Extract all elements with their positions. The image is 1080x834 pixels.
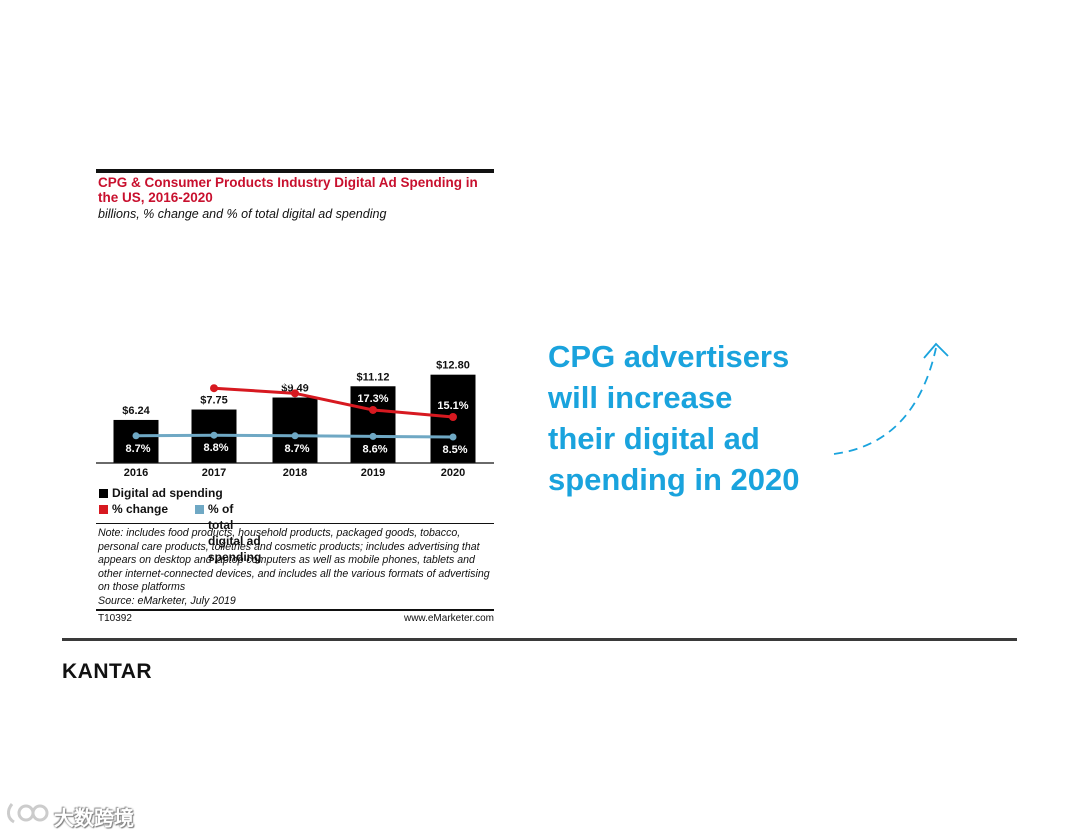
note-text: Note: includes food products, household …: [98, 527, 490, 594]
share-point-2020: [449, 433, 457, 441]
divider: [96, 523, 494, 524]
headline-line-2: will increase: [548, 380, 733, 415]
watermark-text: 大数跨境: [54, 808, 134, 830]
bar-label-2017: $7.75: [200, 395, 228, 407]
bar-2018: [272, 397, 318, 463]
headline: CPG advertisers will increase their digi…: [548, 336, 868, 500]
legend-item-spending: Digital ad spending: [98, 485, 494, 501]
source-url: www.eMarketer.com: [403, 613, 494, 624]
chart-id: T10392: [98, 613, 132, 624]
bar-label-2019: $11.12: [356, 371, 389, 383]
share-label-2019: 8.6%: [362, 443, 387, 455]
share-label-2016: 8.7%: [125, 443, 150, 455]
share-point-2019: [369, 432, 377, 440]
legend-item-change: % change: [98, 501, 494, 517]
change-label-2019: 17.3%: [357, 393, 388, 405]
bar-label-2016: $6.24: [122, 405, 150, 417]
bar-label-2020: $12.80: [436, 360, 470, 372]
change-label-2018: 22.5%: [279, 376, 310, 388]
legend-label-share: % of total digital ad spending: [208, 502, 262, 564]
source-text: Source: eMarketer, July 2019: [98, 594, 236, 607]
x-tick-2018: 2018: [283, 467, 307, 479]
legend-swatch-share: [195, 505, 204, 514]
share-point-2017: [210, 431, 218, 439]
change-point-2018: [291, 389, 299, 398]
chart-note: Note: includes food products, household …: [98, 527, 496, 609]
x-tick-2019: 2019: [361, 467, 385, 479]
watermark-logo-icon: [7, 803, 49, 824]
legend-swatch-change: [99, 505, 108, 514]
headline-line-1: CPG advertisers: [548, 339, 790, 374]
legend-label-change: % change: [112, 502, 169, 516]
change-point-2019: [369, 405, 377, 414]
chart-title: CPG & Consumer Products Industry Digital…: [98, 175, 478, 205]
change-point-2020: [449, 413, 457, 421]
change-point-2017: [210, 384, 218, 393]
change-label-2020: 15.1%: [437, 400, 468, 412]
change-label-2017: 24.1%: [198, 371, 229, 383]
bar-2019: [350, 386, 396, 463]
share-label-2020: 8.5%: [442, 444, 467, 456]
share-label-2018: 8.7%: [284, 443, 309, 455]
change-line: [213, 386, 454, 419]
share-point-2016: [132, 432, 140, 440]
kantar-logo: KANTAR: [62, 660, 153, 683]
legend-swatch-spending: [99, 489, 108, 498]
legend-label-spending: Digital ad spending: [112, 486, 223, 500]
legend: Digital ad spending % change % of total …: [98, 485, 494, 564]
page-divider: [62, 638, 1017, 641]
chart-subtitle: billions, % change and % of total digita…: [98, 207, 387, 221]
x-tick-2016: 2016: [124, 467, 148, 479]
chart-card: CPG & Consumer Products Industry Digital…: [96, 169, 494, 629]
curved-arrow-icon: [833, 342, 949, 455]
share-point-2018: [291, 432, 299, 440]
x-tick-2017: 2017: [202, 467, 226, 479]
share-label-2017: 8.8%: [203, 442, 228, 454]
bottom-rule: [96, 609, 494, 611]
top-rule: [96, 169, 494, 173]
bar-2016: [113, 419, 159, 463]
x-tick-2020: 2020: [441, 467, 465, 479]
headline-line-3: their digital ad: [548, 421, 760, 456]
headline-line-4: spending in 2020: [548, 462, 800, 497]
